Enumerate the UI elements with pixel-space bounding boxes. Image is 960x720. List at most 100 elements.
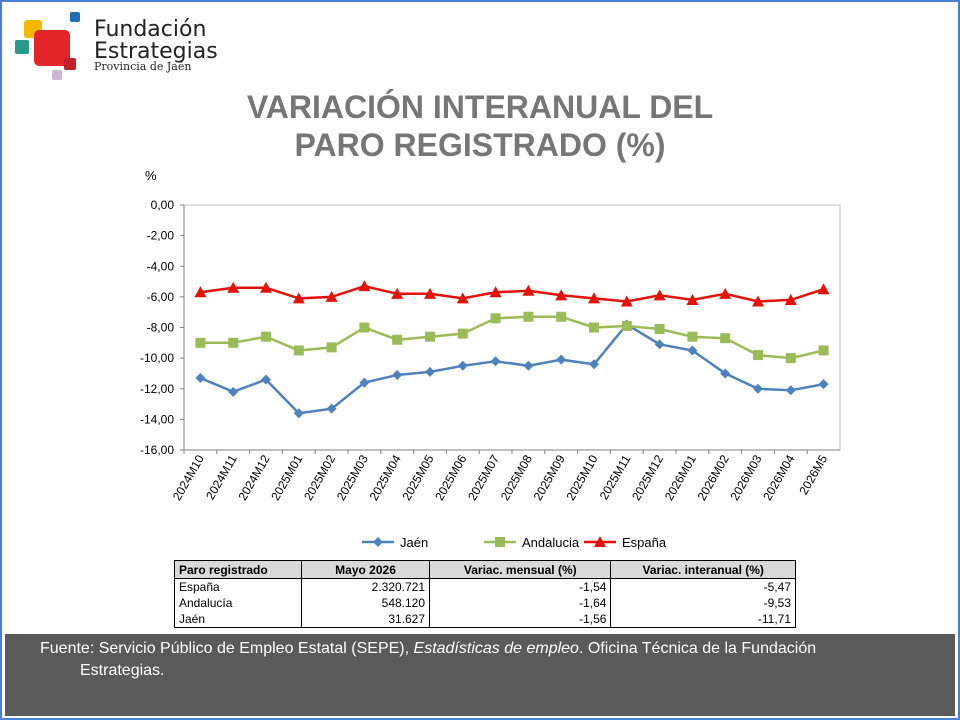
legend-item: Jaén	[362, 535, 428, 550]
data-point	[720, 368, 731, 379]
data-point	[522, 284, 535, 296]
data-point	[719, 287, 732, 299]
table-cell: -9,53	[610, 595, 796, 611]
y-tick-label: -16,00	[140, 443, 174, 457]
table-header-cell: Paro registrado	[173, 560, 303, 579]
data-point	[358, 280, 371, 292]
data-point	[555, 289, 568, 301]
x-tick-label: 2024M10	[170, 452, 207, 503]
legend-label: Andalucia	[522, 535, 580, 550]
footer-source: Fuente: Servicio Público de Empleo Estat…	[5, 634, 955, 716]
data-point	[720, 333, 731, 344]
chart-title-line2: PARO REGISTRADO (%)	[294, 127, 666, 163]
table-cell: -5,47	[610, 578, 796, 595]
data-point	[620, 295, 633, 307]
table-row: Jaén 31.627 -1,56 -11,71	[173, 611, 796, 628]
logo-mark	[15, 12, 80, 80]
data-point	[392, 334, 403, 345]
chart-title-line1: VARIACIÓN INTERANUAL DEL	[246, 89, 714, 125]
y-tick-label: -14,00	[140, 412, 174, 426]
data-point	[391, 287, 404, 299]
data-point	[194, 286, 207, 298]
x-tick-label: 2025M02	[301, 452, 338, 503]
data-point	[589, 359, 599, 370]
data-point	[424, 287, 436, 299]
data-point	[425, 331, 435, 342]
data-point	[359, 322, 370, 333]
data-point	[784, 293, 797, 305]
data-point	[195, 337, 206, 348]
table-header-cell: Mayo 2026	[301, 560, 431, 579]
data-point	[456, 292, 469, 304]
y-tick-label: -6,00	[147, 290, 175, 304]
table-header-row: Paro registrado Mayo 2026 Variac. mensua…	[173, 560, 796, 579]
data-point	[261, 331, 271, 342]
plot-area	[183, 204, 841, 451]
data-point	[359, 377, 370, 388]
data-point	[326, 403, 337, 414]
data-point	[818, 379, 829, 390]
x-tick-label: 2025M05	[399, 452, 436, 503]
data-point	[753, 350, 763, 361]
table-cell: -1,54	[429, 578, 612, 595]
data-point	[556, 354, 567, 365]
data-point	[457, 360, 468, 371]
x-tick-label: 2026M5	[796, 452, 830, 497]
line-chart: 0,00 -2,00 -4,00 -6,00 -8,00 -10,00 -12,00 -14,…	[140, 168, 841, 550]
x-tick-label: 2025M01	[268, 452, 305, 503]
data-point	[425, 366, 435, 377]
table-cell: Jaén	[173, 611, 303, 628]
data-point	[457, 328, 468, 339]
table-cell: Andalucía	[173, 595, 303, 611]
source-italic: Estadísticas de empleo	[413, 640, 579, 657]
legend-label: Jaén	[400, 535, 428, 550]
source-note: Fuente: Servicio Público de Empleo Estat…	[40, 638, 910, 682]
x-tick-label: 2024M11	[203, 452, 240, 502]
data-point	[227, 281, 240, 293]
data-point	[490, 313, 501, 324]
table-cell: 2.320.721	[301, 578, 431, 595]
y-tick-label: -12,00	[140, 382, 174, 396]
series-line	[199, 322, 824, 415]
data-point	[752, 295, 764, 307]
data-point	[523, 311, 534, 322]
y-tick-label: 0,00	[151, 198, 175, 212]
data-point	[588, 292, 600, 304]
y-tick-label: -8,00	[147, 321, 175, 335]
series-jaén	[195, 319, 829, 419]
x-tick-label: 2024M12	[235, 452, 272, 503]
data-point	[621, 320, 632, 331]
x-tick-label: 2026M01	[662, 452, 699, 503]
data-point	[753, 383, 763, 394]
data-point	[293, 345, 304, 356]
table-header-cell: Variac. mensual (%)	[429, 560, 612, 579]
data-point	[687, 331, 698, 342]
y-tick-label: -2,00	[147, 229, 175, 243]
logo-subtitle: Provincia de Jaén	[94, 60, 192, 73]
data-point	[654, 339, 665, 350]
data-point	[654, 324, 665, 335]
table-header-cell: Variac. interanual (%)	[610, 560, 796, 579]
data-point	[686, 293, 699, 305]
x-tick-label: 2025M11	[597, 452, 634, 502]
data-point	[292, 292, 305, 304]
logo-name-line1: Fundación	[94, 17, 207, 42]
x-tick-label: 2025M10	[563, 452, 600, 503]
x-tick-label: 2025M04	[367, 452, 404, 503]
x-tick-label: 2025M08	[498, 452, 535, 503]
data-point	[260, 281, 272, 293]
data-point	[785, 353, 796, 364]
table-cell: 31.627	[301, 611, 431, 628]
data-point	[653, 289, 666, 301]
data-point	[392, 369, 403, 380]
x-tick-label: 2025M09	[531, 452, 568, 503]
data-point	[523, 360, 534, 371]
data-point	[195, 373, 206, 384]
source-prefix: Fuente: Servicio Público de Empleo Estat…	[40, 640, 414, 657]
data-point	[556, 311, 567, 322]
table-cell: -1,64	[429, 595, 612, 611]
table-row: España 2.320.721 -1,54 -5,47	[173, 578, 796, 595]
data-point	[818, 345, 829, 356]
source-line2: Estrategias.	[80, 662, 165, 679]
